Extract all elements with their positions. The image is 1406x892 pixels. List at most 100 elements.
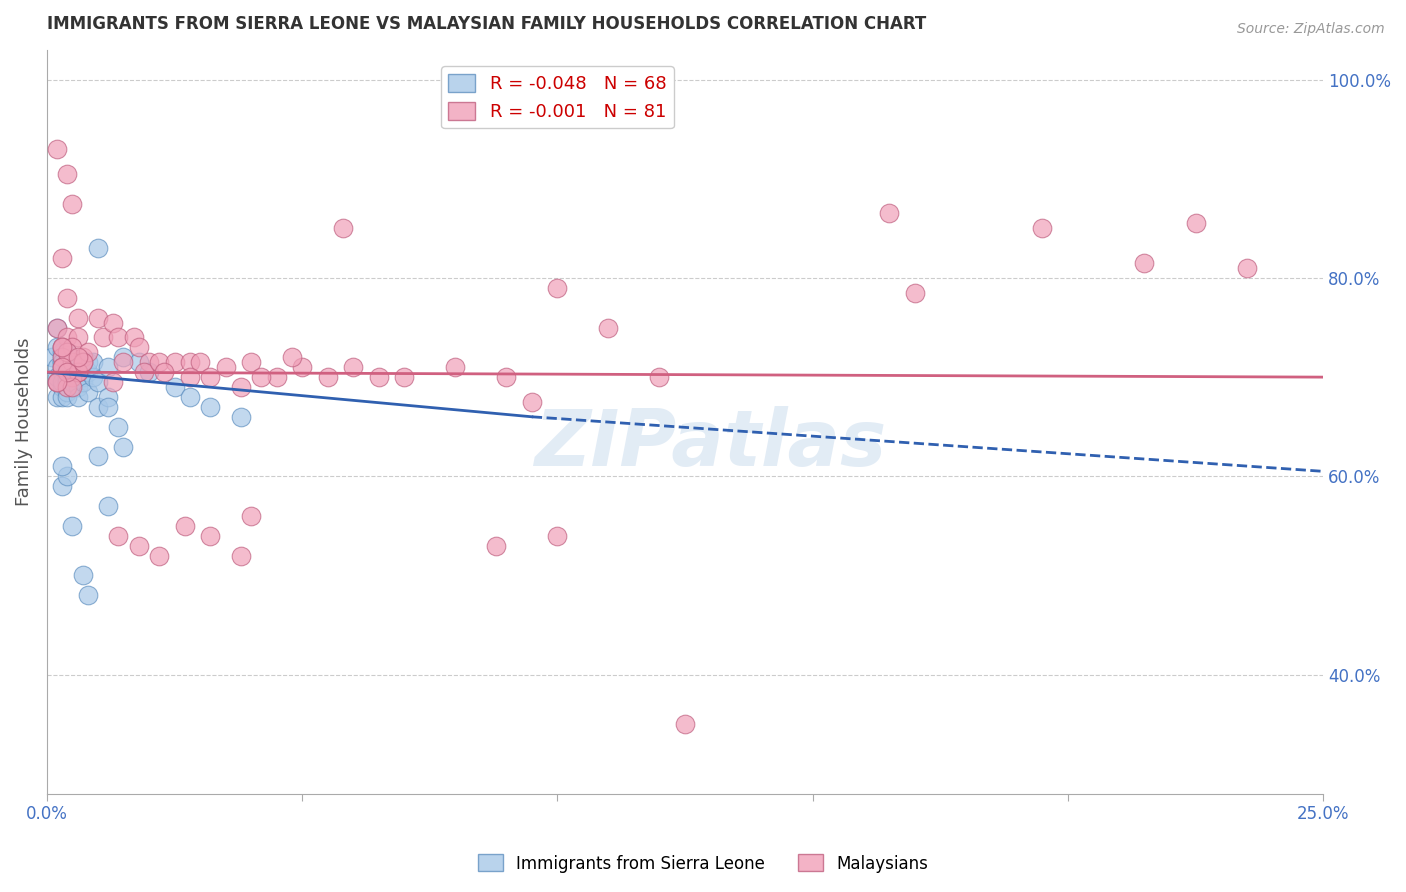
Point xyxy=(46,370,69,384)
Point xyxy=(520,395,543,409)
Point xyxy=(342,360,364,375)
Point xyxy=(62,355,84,369)
Point xyxy=(97,390,120,404)
Point xyxy=(112,355,135,369)
Point xyxy=(46,142,69,156)
Point xyxy=(877,206,900,220)
Point xyxy=(56,370,79,384)
Point xyxy=(200,400,222,414)
Point xyxy=(62,196,84,211)
Point xyxy=(87,241,110,255)
Point xyxy=(546,281,568,295)
Point xyxy=(51,360,73,375)
Point xyxy=(62,380,84,394)
Point xyxy=(122,330,145,344)
Point xyxy=(444,360,467,375)
Point xyxy=(1031,221,1053,235)
Point xyxy=(66,351,89,365)
Point xyxy=(51,459,73,474)
Point xyxy=(56,345,79,359)
Point xyxy=(173,519,195,533)
Point xyxy=(82,355,104,369)
Point xyxy=(46,375,69,389)
Point xyxy=(91,330,114,344)
Point xyxy=(46,375,69,389)
Point xyxy=(163,355,186,369)
Point xyxy=(56,370,79,384)
Point xyxy=(394,370,416,384)
Point xyxy=(51,390,73,404)
Point xyxy=(72,370,94,384)
Point xyxy=(51,479,73,493)
Point xyxy=(138,355,160,369)
Point xyxy=(46,360,69,375)
Point xyxy=(229,549,252,563)
Point xyxy=(87,400,110,414)
Point xyxy=(1236,260,1258,275)
Point xyxy=(66,310,89,325)
Point xyxy=(56,375,79,389)
Y-axis label: Family Households: Family Households xyxy=(15,337,32,506)
Point xyxy=(56,167,79,181)
Point xyxy=(316,370,339,384)
Point xyxy=(76,355,98,369)
Point xyxy=(46,340,69,354)
Point xyxy=(163,380,186,394)
Point xyxy=(128,355,150,369)
Point xyxy=(72,375,94,389)
Point xyxy=(66,365,89,379)
Point xyxy=(1133,256,1156,270)
Point xyxy=(485,539,508,553)
Point xyxy=(56,360,79,375)
Point xyxy=(179,370,201,384)
Point xyxy=(87,450,110,464)
Point xyxy=(51,345,73,359)
Point xyxy=(72,355,94,369)
Point xyxy=(214,360,236,375)
Point xyxy=(56,365,79,379)
Text: Source: ZipAtlas.com: Source: ZipAtlas.com xyxy=(1237,22,1385,37)
Point xyxy=(51,365,73,379)
Point xyxy=(62,340,84,354)
Point xyxy=(62,365,84,379)
Point xyxy=(72,351,94,365)
Point xyxy=(56,365,79,379)
Point xyxy=(107,529,129,543)
Point xyxy=(76,365,98,379)
Point xyxy=(51,360,73,375)
Point xyxy=(367,370,389,384)
Point xyxy=(46,375,69,389)
Point xyxy=(62,375,84,389)
Text: ZIPatlas: ZIPatlas xyxy=(534,406,887,482)
Point xyxy=(62,380,84,394)
Point xyxy=(76,345,98,359)
Point xyxy=(148,549,170,563)
Point xyxy=(56,330,79,344)
Point xyxy=(51,380,73,394)
Point xyxy=(56,355,79,369)
Point xyxy=(51,355,73,369)
Point xyxy=(51,375,73,389)
Point xyxy=(673,717,696,731)
Point xyxy=(153,365,176,379)
Point xyxy=(495,370,517,384)
Point xyxy=(62,370,84,384)
Point xyxy=(281,351,304,365)
Point xyxy=(1184,216,1206,230)
Point xyxy=(66,380,89,394)
Point xyxy=(56,469,79,483)
Point xyxy=(904,285,927,300)
Point xyxy=(112,440,135,454)
Point xyxy=(200,529,222,543)
Point xyxy=(66,330,89,344)
Point xyxy=(62,351,84,365)
Point xyxy=(240,355,263,369)
Point xyxy=(103,316,125,330)
Point xyxy=(46,320,69,334)
Point xyxy=(56,291,79,305)
Point xyxy=(66,370,89,384)
Point xyxy=(240,508,263,523)
Point xyxy=(72,568,94,582)
Point xyxy=(41,351,63,365)
Point xyxy=(66,365,89,379)
